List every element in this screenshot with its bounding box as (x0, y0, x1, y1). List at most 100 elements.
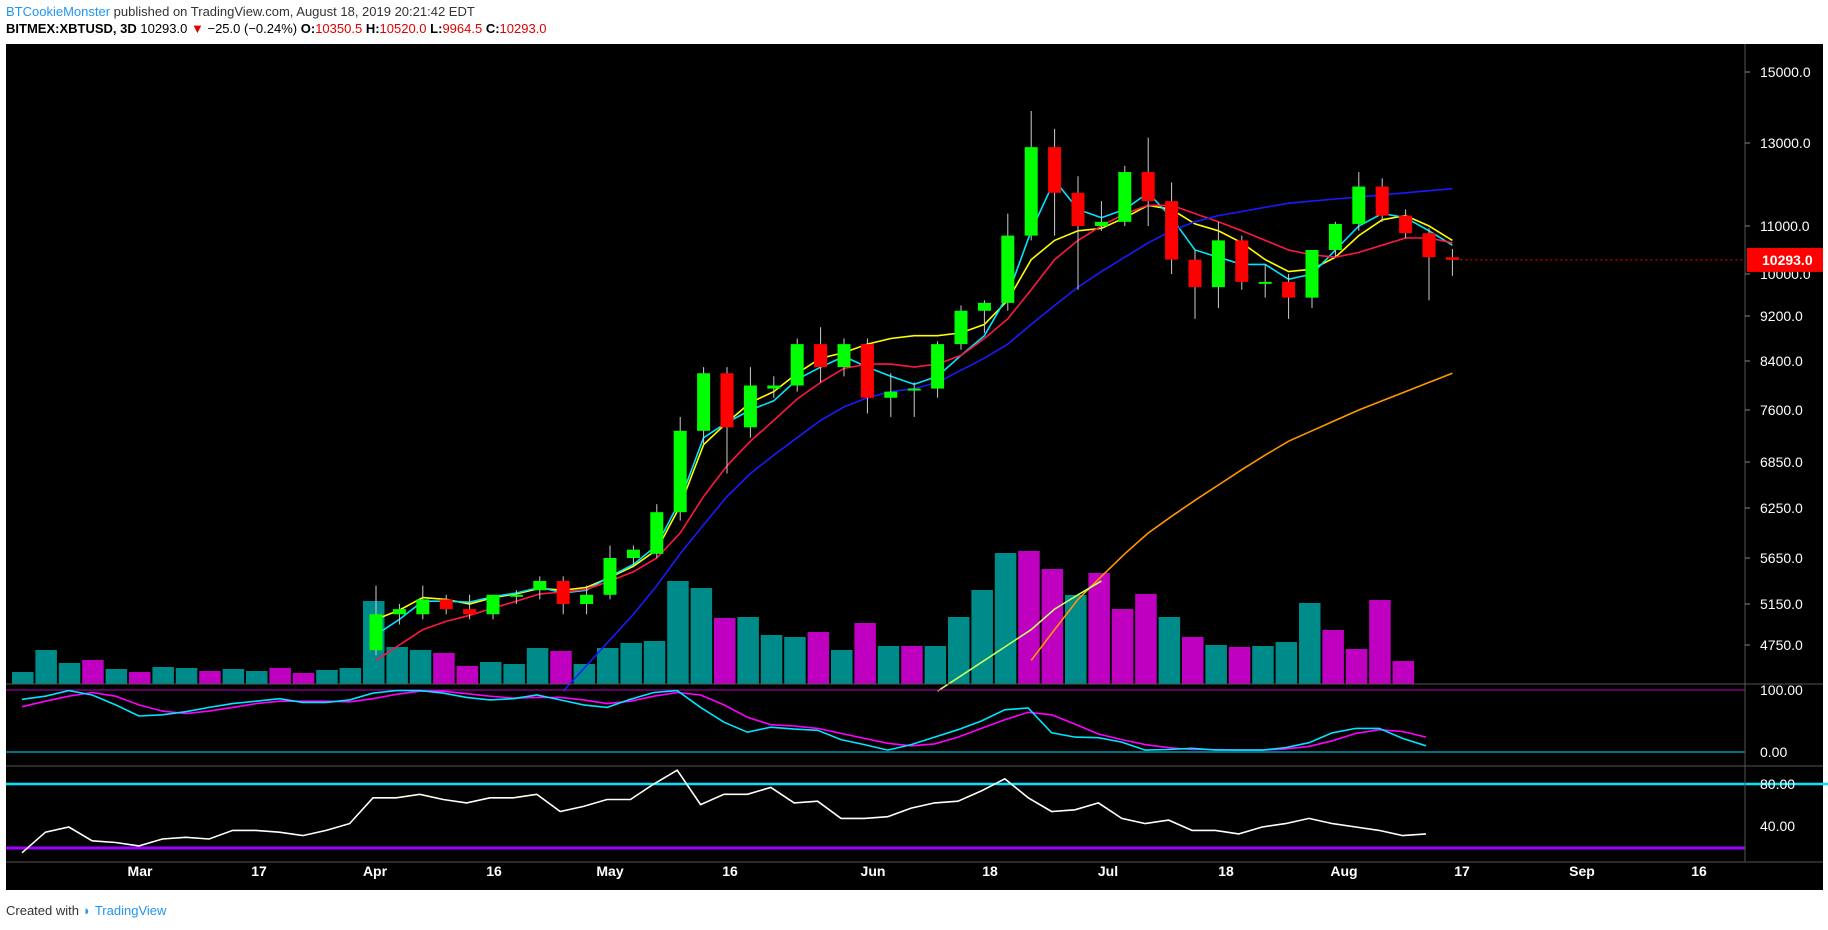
candle-body (931, 344, 945, 389)
volume-bar (1205, 645, 1227, 684)
candle-body (1141, 172, 1155, 202)
volume-bar (690, 588, 713, 684)
date-tick-label: Jun (861, 863, 886, 879)
candle-body (743, 385, 757, 428)
candle-body (1188, 259, 1202, 288)
published-text: published on TradingView.com, August 18,… (113, 4, 475, 19)
volume-bar (971, 590, 993, 684)
change-value: −25.0 (−0.24%) (207, 21, 298, 36)
candle-body (1422, 233, 1436, 258)
candle-body (767, 385, 781, 389)
volume-bar (877, 646, 900, 684)
date-tick-label: Apr (363, 863, 388, 879)
date-tick-label: May (596, 863, 623, 879)
candles (369, 111, 1459, 656)
volume-bar (1345, 649, 1368, 684)
volume-bar (1252, 646, 1274, 684)
volume-bar (386, 647, 408, 684)
volume-bar (58, 663, 81, 684)
candle-body (860, 344, 874, 398)
date-tick-label: 16 (1691, 863, 1707, 879)
ma-line-yellow (375, 204, 1453, 621)
volume-bar (105, 669, 128, 684)
candle-body (907, 388, 921, 391)
candle-body (463, 609, 477, 615)
symbol-info: BITMEX:XBTUSD, 3D 10293.0 ▼ −25.0 (−0.24… (6, 21, 547, 36)
price-tick-label: 13000.0 (1760, 135, 1811, 151)
candle-body (392, 609, 406, 615)
rsi-tick-label: 80.00 (1760, 776, 1795, 792)
volume-bar (222, 669, 245, 684)
volume-bar (994, 553, 1017, 684)
tradingview-link[interactable]: TradingView (94, 903, 167, 918)
volume-bar (433, 653, 455, 684)
volume-bar (12, 672, 34, 684)
stoch-d-line (21, 690, 1427, 751)
ma-line-green (937, 580, 1102, 692)
volume-bar (246, 671, 268, 684)
author-link[interactable]: BTCookieMonster (6, 4, 111, 19)
tradingview-logo-icon: ◗ (82, 903, 91, 918)
price-tick-label: 4750.0 (1760, 637, 1803, 653)
candle-body (790, 344, 804, 386)
volume-bar (409, 650, 432, 684)
volume-bar (714, 618, 736, 684)
candle-body (1211, 240, 1225, 288)
stoch-k-line (21, 689, 1427, 751)
ma-line-blue (562, 187, 1453, 692)
volume-bar (1041, 569, 1064, 684)
stoch-rsi-pane (6, 689, 1745, 753)
volume-bar (1158, 617, 1181, 684)
candle-body (439, 599, 453, 610)
low-label: L: (430, 21, 443, 36)
rsi-pane (6, 769, 1828, 854)
volume-bar (737, 617, 759, 684)
volume-bar (269, 668, 291, 684)
candle-body (1399, 215, 1413, 234)
volume-bar (1182, 637, 1204, 684)
volume-bar (620, 643, 642, 684)
volume-bar (1088, 573, 1110, 684)
volume-bar (339, 668, 362, 684)
volume-bar (597, 648, 619, 684)
candle-body (1118, 172, 1132, 222)
price-tick-label: 7600.0 (1760, 402, 1803, 418)
candle-body (1094, 221, 1108, 226)
volume-bar (1018, 551, 1040, 684)
candle-body (1235, 240, 1249, 282)
candle-body (1445, 257, 1459, 260)
last-price-tag-label: 10293.0 (1762, 252, 1813, 268)
candle-body (1352, 186, 1366, 224)
volume-bar (807, 632, 830, 684)
last-price-tag (1747, 247, 1823, 272)
date-tick-label: 18 (1218, 863, 1234, 879)
close-value: 10293.0 (499, 21, 547, 36)
volume-bar (1065, 595, 1087, 684)
price-tick-label: 9200.0 (1760, 308, 1803, 324)
candle-body (814, 344, 828, 368)
footer: Created with ◗ TradingView (6, 903, 166, 918)
publish-info: BTCookieMonster published on TradingView… (6, 4, 475, 19)
volume-bar (1369, 600, 1391, 684)
volume-bar (854, 623, 876, 684)
date-tick-label: Mar (128, 863, 153, 879)
candle-body (1001, 235, 1015, 303)
price-tick-label: 6850.0 (1760, 454, 1803, 470)
candle-body (1282, 281, 1296, 298)
candle-body (603, 558, 617, 595)
volume-bar (667, 581, 689, 684)
volume-bar (456, 666, 479, 684)
candle-body (580, 594, 594, 604)
candle-body (416, 599, 430, 615)
symbol-label: BITMEX:XBTUSD, 3D (6, 21, 137, 36)
rsi-line (21, 769, 1427, 854)
date-tick-label: Jul (1098, 863, 1118, 879)
candle-body (486, 594, 500, 615)
low-value: 9964.5 (442, 21, 483, 36)
date-tick-label: 18 (982, 863, 998, 879)
chart-background (6, 44, 1823, 890)
volume-bar (503, 664, 525, 684)
volume-bar (199, 671, 221, 684)
volume-bars (12, 551, 1415, 684)
